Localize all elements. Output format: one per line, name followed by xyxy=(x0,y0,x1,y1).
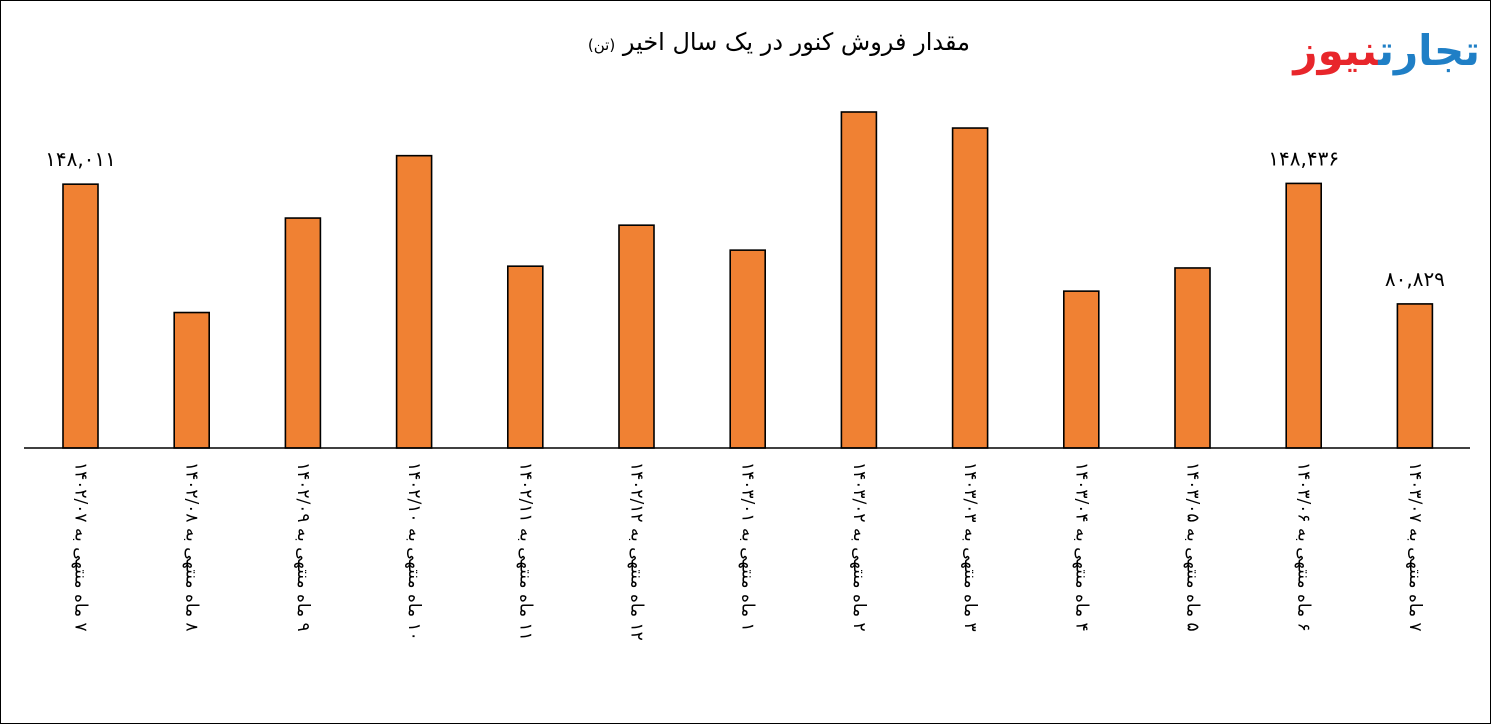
data-labels-layer: ۱۴۸,۰۱۱ ۱۴۸,۴۳۶ ۸۰,۸۲۹ xyxy=(45,146,1445,291)
x-tick-label: ۸ ماه منتهی به ۱۴۰۲/۰۸ xyxy=(182,462,202,632)
x-tick-label: ۱ ماه منتهی به ۱۴۰۳/۰۱ xyxy=(738,462,758,632)
bar xyxy=(62,183,99,449)
bar xyxy=(729,249,767,449)
x-tick-label: ۱۲ ماه منتهی به ۱۴۰۲/۱۲ xyxy=(627,462,647,641)
x-tick-label: ۲ ماه منتهی به ۱۴۰۳/۰۲ xyxy=(849,462,869,632)
chart-unit: (تن) xyxy=(587,36,616,54)
x-tick-label: ۷ ماه منتهی به ۱۴۰۳/۰۷ xyxy=(1405,462,1425,632)
bar xyxy=(618,224,655,449)
bar xyxy=(951,127,989,449)
logo-part-b: نیوز xyxy=(1293,26,1379,75)
x-tick-label: ۹ ماه منتهی به ۱۴۰۲/۰۹ xyxy=(293,462,313,632)
bar xyxy=(1285,182,1322,449)
data-label: ۱۴۸,۴۳۶ xyxy=(1268,146,1339,170)
x-tick-label: ۶ ماه منتهی به ۱۴۰۳/۰۶ xyxy=(1294,462,1314,632)
bars-layer xyxy=(62,111,1434,449)
bar xyxy=(1396,303,1434,449)
x-tick-label: ۳ ماه منتهی به ۱۴۰۳/۰۳ xyxy=(960,462,980,632)
x-tick-label: ۱۱ ماه منتهی به ۱۴۰۲/۱۱ xyxy=(515,462,535,641)
bar xyxy=(506,265,544,449)
x-tick-label: ۱۰ ماه منتهی به ۱۴۰۲/۱۰ xyxy=(404,462,424,641)
bar xyxy=(395,154,433,449)
bar xyxy=(1063,290,1100,449)
x-tick-label: ۵ ماه منتهی به ۱۴۰۳/۰۵ xyxy=(1183,462,1203,632)
x-tick-label: ۴ ماه منتهی به ۱۴۰۳/۰۴ xyxy=(1071,462,1091,632)
logo-part-a: تجارت xyxy=(1378,26,1480,75)
bar xyxy=(840,111,878,449)
x-tick-labels-layer: ۷ ماه منتهی به ۱۴۰۲/۰۷ ۸ ماه منتهی به ۱۴۰… xyxy=(71,462,1425,641)
bar xyxy=(1174,267,1211,449)
data-label: ۱۴۸,۰۱۱ xyxy=(45,147,116,171)
data-label: ۸۰,۸۲۹ xyxy=(1385,267,1445,291)
x-tick-label: ۷ ماه منتهی به ۱۴۰۲/۰۷ xyxy=(71,462,91,632)
brand-logo: تجارتنیوز xyxy=(1240,26,1480,76)
bar xyxy=(173,311,210,449)
chart-title-text: مقدار فروش کنور در یک سال اخیر xyxy=(622,28,970,56)
bar xyxy=(284,217,322,449)
chart-title: مقدار فروش کنور در یک سال اخیر (تن) xyxy=(370,28,970,56)
